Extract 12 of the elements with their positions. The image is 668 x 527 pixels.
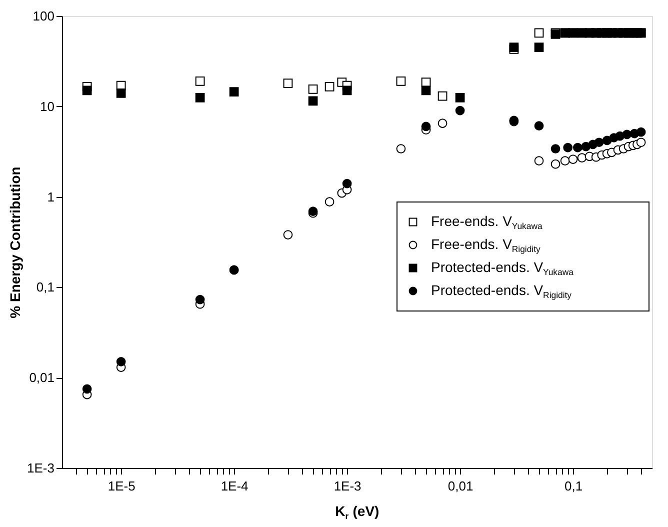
x-tick-label: 0,1	[564, 478, 583, 494]
x-tick-label: 1E-5	[108, 478, 136, 494]
y-tick-label: 10	[40, 98, 54, 114]
y-tick-label: 100	[32, 8, 54, 24]
y-tick-label: 1	[47, 189, 54, 204]
y-tick-label: 0,01	[29, 370, 54, 386]
y-tick-label: 0,1	[36, 280, 54, 295]
x-tick-label: 0,01	[448, 478, 474, 494]
x-tick-label: 1E-4	[220, 478, 248, 494]
y-tick-label: 1E-3	[27, 460, 54, 476]
y-axis-title: % Energy Contribution	[7, 166, 24, 318]
x-tick-label: 1E-3	[334, 478, 362, 494]
